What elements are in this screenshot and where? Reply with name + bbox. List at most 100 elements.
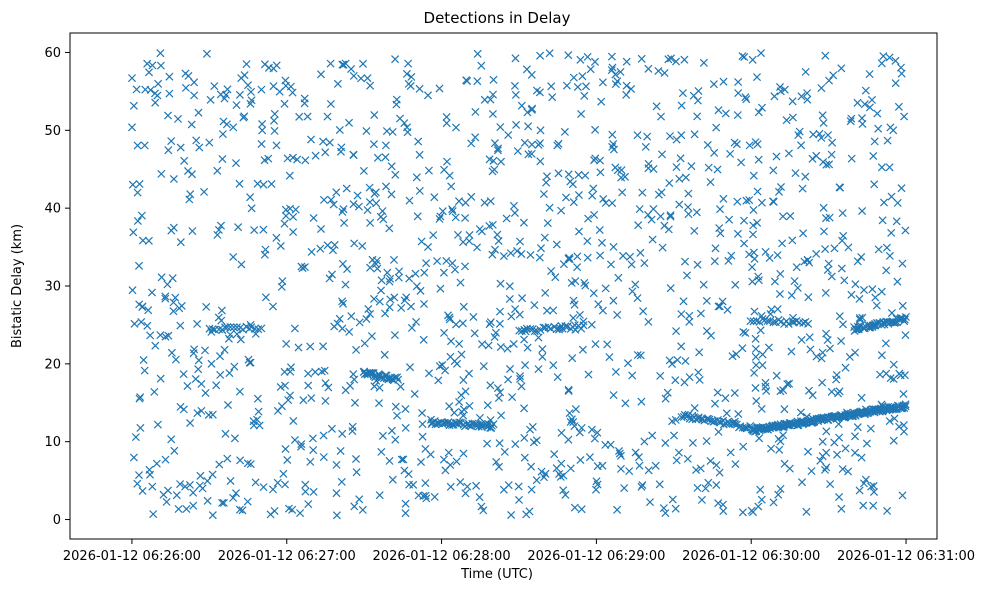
data-point	[580, 278, 589, 287]
data-point	[862, 439, 871, 448]
data-point	[306, 135, 316, 144]
data-point	[270, 506, 279, 516]
data-point	[276, 382, 285, 392]
data-point	[788, 97, 797, 106]
data-point	[496, 279, 505, 288]
data-point	[218, 154, 227, 164]
data-point	[816, 456, 825, 465]
data-point	[176, 480, 185, 489]
data-point	[405, 196, 414, 205]
data-point	[380, 350, 389, 359]
data-point	[581, 171, 590, 180]
data-point	[377, 276, 386, 285]
data-point	[590, 156, 599, 165]
data-point	[620, 484, 629, 493]
data-point	[752, 396, 761, 406]
data-point	[223, 400, 233, 410]
data-point	[179, 370, 188, 379]
data-point	[240, 112, 249, 121]
data-point	[581, 82, 591, 91]
data-point	[137, 317, 146, 327]
data-point	[499, 252, 508, 261]
data-point	[223, 85, 232, 94]
data-point	[337, 477, 346, 486]
data-point	[223, 454, 232, 463]
data-point	[176, 238, 185, 247]
data-point	[578, 72, 587, 81]
data-point	[234, 223, 243, 232]
data-point	[835, 387, 844, 396]
data-point	[734, 77, 743, 87]
data-point	[144, 236, 153, 245]
data-point	[189, 488, 198, 497]
data-point	[373, 264, 382, 273]
data-point	[385, 277, 394, 286]
data-point	[167, 435, 176, 444]
data-point	[607, 52, 616, 61]
data-point	[834, 420, 843, 429]
data-point	[616, 67, 625, 76]
data-point	[635, 461, 644, 470]
data-point	[605, 353, 614, 362]
data-point	[740, 423, 749, 432]
data-point	[731, 460, 740, 469]
data-point	[372, 199, 381, 208]
data-point	[261, 293, 270, 302]
data-point	[309, 446, 318, 455]
data-point	[202, 49, 211, 58]
data-point	[333, 79, 342, 88]
data-point	[451, 213, 460, 222]
data-point	[477, 227, 486, 236]
data-point	[338, 429, 347, 438]
data-point	[824, 76, 834, 85]
data-point	[500, 447, 509, 456]
data-point	[561, 322, 570, 331]
data-point	[746, 317, 755, 326]
data-point	[712, 480, 721, 490]
data-point	[448, 207, 457, 216]
data-point	[208, 325, 217, 334]
data-point	[784, 149, 793, 158]
data-point	[536, 51, 545, 60]
data-point	[247, 204, 256, 213]
data-point	[352, 345, 361, 354]
data-point	[376, 286, 386, 295]
data-point	[857, 453, 866, 462]
data-point	[494, 462, 504, 471]
data-point	[821, 214, 831, 223]
data-point	[818, 437, 827, 446]
data-point	[751, 334, 760, 343]
data-point	[385, 456, 394, 465]
data-point	[419, 491, 428, 501]
data-point	[451, 320, 461, 329]
data-point	[416, 457, 426, 467]
data-point	[693, 260, 702, 269]
data-point	[826, 480, 835, 489]
data-point	[321, 396, 330, 405]
data-point	[200, 187, 209, 196]
data-point	[163, 111, 173, 120]
data-point	[505, 294, 514, 304]
data-point	[360, 339, 369, 348]
data-point	[260, 156, 269, 165]
data-point	[898, 259, 907, 268]
data-point	[198, 484, 207, 493]
data-point	[608, 199, 617, 208]
data-point	[159, 490, 168, 499]
data-point	[385, 303, 394, 312]
data-point	[764, 343, 773, 352]
data-point	[259, 225, 268, 234]
data-point	[129, 101, 138, 110]
data-point	[520, 335, 529, 344]
data-point	[504, 481, 513, 490]
data-point	[412, 317, 421, 326]
data-point	[577, 505, 586, 514]
data-point	[596, 168, 605, 177]
data-point	[793, 283, 802, 292]
data-point	[442, 119, 451, 128]
data-point	[637, 54, 646, 63]
data-point	[230, 434, 239, 443]
data-point	[756, 326, 765, 335]
data-point	[850, 448, 860, 457]
data-point	[796, 408, 805, 417]
